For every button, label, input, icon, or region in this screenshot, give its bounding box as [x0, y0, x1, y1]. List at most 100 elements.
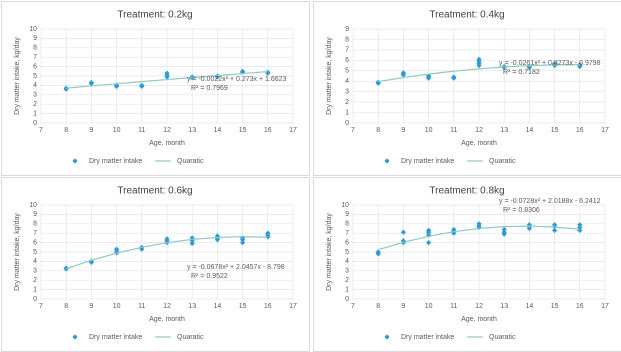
- x-tick-label: 16: [264, 303, 272, 310]
- y-tick-label: 0: [345, 296, 349, 303]
- x-tick-label: 10: [113, 127, 121, 134]
- panel-border: [313, 177, 621, 352]
- trend-line: [378, 64, 580, 83]
- data-point: [164, 236, 170, 242]
- y-tick-label: 9: [345, 211, 349, 218]
- x-tick-label: 8: [64, 303, 68, 310]
- r-squared: R² = 0.8306: [503, 207, 540, 214]
- x-tick-label: 14: [214, 127, 222, 134]
- y-tick-label: 7: [345, 47, 349, 54]
- x-tick-label: 17: [289, 303, 297, 310]
- y-tick-label: 3: [345, 89, 349, 96]
- y-tick-label: 7: [33, 230, 37, 237]
- y-tick-label: 3: [345, 268, 349, 275]
- y-axis-label: Dry matter intake, kg/day: [14, 213, 21, 291]
- x-tick-label: 12: [163, 303, 171, 310]
- y-tick-label: 5: [345, 68, 349, 75]
- x-tick-label: 9: [401, 127, 405, 134]
- y-tick-label: 7: [33, 54, 37, 61]
- legend-label: Quaratic: [489, 158, 516, 165]
- y-tick-label: 9: [33, 35, 37, 42]
- panel-border: [1, 177, 310, 352]
- y-tick-label: 8: [33, 221, 37, 228]
- data-point: [240, 240, 246, 246]
- equation: y = -0.0728x² + 2.0188x - 6.2412: [499, 198, 601, 205]
- y-tick-label: 8: [33, 45, 37, 52]
- y-tick-label: 0: [33, 296, 37, 303]
- y-tick-label: 9: [345, 26, 349, 33]
- panel-border: [313, 1, 621, 176]
- chart-title: Treatment: 0.2kg: [117, 10, 192, 21]
- y-tick-label: 5: [33, 73, 37, 80]
- y-tick-label: 2: [33, 101, 37, 108]
- y-tick-label: 5: [345, 249, 349, 256]
- legend-label: Dry matter intake: [401, 158, 454, 165]
- x-tick-label: 15: [551, 127, 559, 134]
- x-tick-label: 13: [188, 127, 196, 134]
- x-tick-label: 12: [475, 303, 483, 310]
- data-point: [577, 227, 583, 233]
- trend-line: [378, 225, 580, 251]
- x-axis-label: Age, month: [461, 140, 497, 147]
- y-tick-label: 1: [33, 110, 37, 117]
- y-tick-label: 2: [33, 277, 37, 284]
- data-point: [63, 85, 69, 91]
- equation: y = -0.0678x² + 2.0457x - 8.798: [187, 264, 285, 271]
- x-tick-label: 13: [500, 127, 508, 134]
- data-point: [139, 82, 145, 88]
- legend-label: Dry matter intake: [401, 334, 454, 341]
- legend-label: Quaratic: [177, 158, 204, 165]
- y-tick-label: 3: [33, 92, 37, 99]
- equation: y = -0.0261x² + 0.8273x - 0.9798: [499, 60, 601, 67]
- x-tick-label: 8: [376, 127, 380, 134]
- y-tick-label: 4: [345, 78, 349, 85]
- y-tick-label: 8: [345, 36, 349, 43]
- r-squared: R² = 0.7182: [503, 69, 540, 76]
- legend-label: Dry matter intake: [89, 334, 142, 341]
- legend-swatch: [384, 334, 390, 340]
- y-tick-label: 7: [345, 230, 349, 237]
- x-axis-label: Age, month: [149, 140, 185, 147]
- x-tick-label: 12: [163, 127, 171, 134]
- x-tick-label: 14: [526, 127, 534, 134]
- x-tick-label: 8: [64, 127, 68, 134]
- y-tick-label: 4: [345, 258, 349, 265]
- y-tick-label: 6: [33, 63, 37, 70]
- x-tick-label: 17: [601, 303, 609, 310]
- data-point: [476, 221, 482, 227]
- x-tick-label: 17: [289, 127, 297, 134]
- x-tick-label: 15: [551, 303, 559, 310]
- r-squared: R² = 0.7969: [191, 85, 228, 92]
- y-axis-label: Dry matter intake, kg/day: [14, 37, 21, 115]
- x-tick-label: 9: [401, 303, 405, 310]
- x-tick-label: 14: [526, 303, 534, 310]
- data-point: [577, 61, 583, 68]
- y-tick-label: 6: [345, 57, 349, 64]
- data-point: [265, 230, 271, 236]
- y-tick-label: 0: [33, 120, 37, 127]
- y-axis-label: Dry matter intake, kg/day: [326, 37, 333, 115]
- y-tick-label: 1: [33, 286, 37, 293]
- x-tick-label: 7: [39, 303, 43, 310]
- x-tick-label: 12: [475, 127, 483, 134]
- x-tick-label: 11: [450, 303, 457, 310]
- trend-line: [66, 236, 268, 270]
- data-point: [189, 240, 195, 247]
- x-tick-label: 11: [138, 127, 145, 134]
- x-tick-label: 15: [239, 303, 247, 310]
- data-point: [265, 69, 271, 75]
- chart-title: Treatment: 0.4kg: [429, 10, 504, 21]
- y-tick-label: 4: [33, 258, 37, 265]
- legend-label: Quaratic: [489, 334, 516, 341]
- y-tick-label: 1: [345, 109, 349, 116]
- x-tick-label: 10: [425, 303, 433, 310]
- data-point: [501, 229, 507, 235]
- x-axis-label: Age, month: [461, 316, 497, 323]
- y-tick-label: 2: [345, 277, 349, 284]
- x-tick-label: 9: [89, 303, 93, 310]
- y-tick-label: 10: [341, 202, 349, 209]
- y-tick-label: 1: [345, 286, 349, 293]
